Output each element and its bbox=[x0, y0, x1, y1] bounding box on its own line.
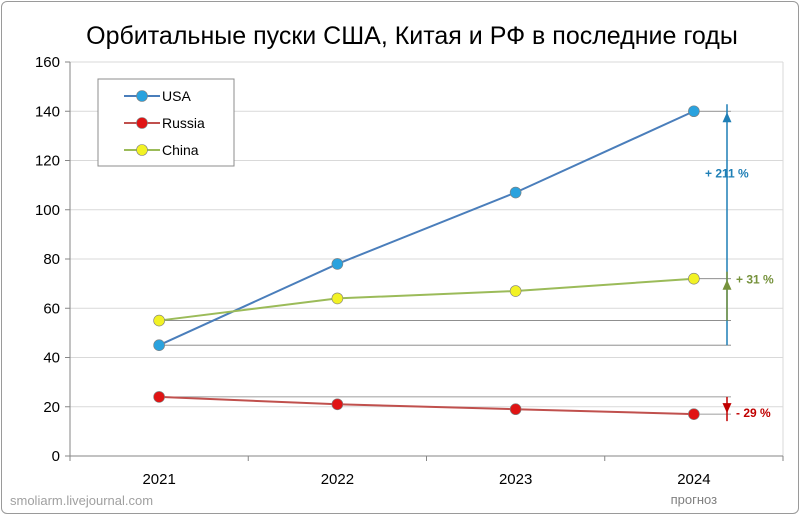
legend-marker-china bbox=[136, 144, 148, 156]
x-tick-label: 2023 bbox=[499, 471, 532, 488]
data-point-russia bbox=[509, 403, 522, 416]
credit-text: smoliarm.livejournal.com bbox=[10, 493, 153, 508]
data-point-russia bbox=[153, 391, 165, 403]
y-tick-label: 160 bbox=[35, 54, 60, 71]
x-tick-sublabel: прогноз bbox=[671, 492, 718, 507]
data-point-russia bbox=[331, 398, 344, 411]
y-tick-label: 120 bbox=[35, 153, 60, 170]
change-label: - 29 % bbox=[736, 406, 771, 420]
x-tick-label: 2022 bbox=[321, 471, 354, 488]
data-point-china bbox=[509, 285, 522, 297]
data-point-usa bbox=[331, 258, 344, 270]
chart-title: Орбитальные пуски США, Китая и РФ в посл… bbox=[86, 22, 738, 50]
series-markers bbox=[153, 105, 700, 420]
series-lines bbox=[158, 110, 695, 416]
legend: USA Russia China bbox=[97, 78, 235, 167]
change-label: + 31 % bbox=[736, 273, 774, 287]
legend-marker-usa bbox=[136, 90, 148, 102]
arrow-head bbox=[722, 403, 732, 414]
legend-label-china: China bbox=[162, 142, 199, 158]
change-label: + 211 % bbox=[705, 166, 749, 180]
series-line-russia bbox=[159, 395, 694, 416]
data-point-china bbox=[688, 272, 700, 285]
reference-lines bbox=[159, 110, 731, 415]
data-point-usa bbox=[509, 186, 522, 199]
arrow-head bbox=[722, 279, 732, 290]
legend-marker-russia bbox=[136, 117, 148, 129]
x-tick-label: 2021 bbox=[142, 471, 175, 488]
data-point-usa bbox=[688, 105, 700, 118]
y-axis-ticks: 0 20 40 60 80 100 120 140 160 bbox=[35, 54, 60, 465]
y-tick-label: 80 bbox=[43, 251, 60, 268]
y-tick-label: 40 bbox=[43, 350, 60, 367]
y-tick-label: 0 bbox=[52, 448, 60, 465]
data-point-usa bbox=[153, 339, 165, 351]
y-tick-label: 100 bbox=[35, 202, 60, 219]
series-line-china bbox=[159, 277, 694, 322]
x-tick-label: 2024 bbox=[677, 471, 710, 488]
legend-box bbox=[97, 78, 235, 167]
series-line-usa bbox=[158, 110, 695, 347]
change-arrows: + 211 % + 31 % - 29 % bbox=[705, 104, 774, 422]
y-tick-label: 140 bbox=[35, 103, 60, 120]
x-axis-ticks: 2021 2022 2023 2024 прогноз bbox=[142, 471, 717, 507]
data-point-china bbox=[331, 292, 344, 305]
legend-label-usa: USA bbox=[162, 88, 191, 104]
arrow-head bbox=[722, 112, 732, 123]
y-tick-label: 20 bbox=[43, 399, 60, 416]
legend-label-russia: Russia bbox=[162, 115, 205, 131]
y-tick-label: 60 bbox=[43, 300, 60, 317]
data-point-china bbox=[153, 314, 165, 327]
axes bbox=[65, 61, 784, 461]
data-point-russia bbox=[688, 408, 700, 420]
